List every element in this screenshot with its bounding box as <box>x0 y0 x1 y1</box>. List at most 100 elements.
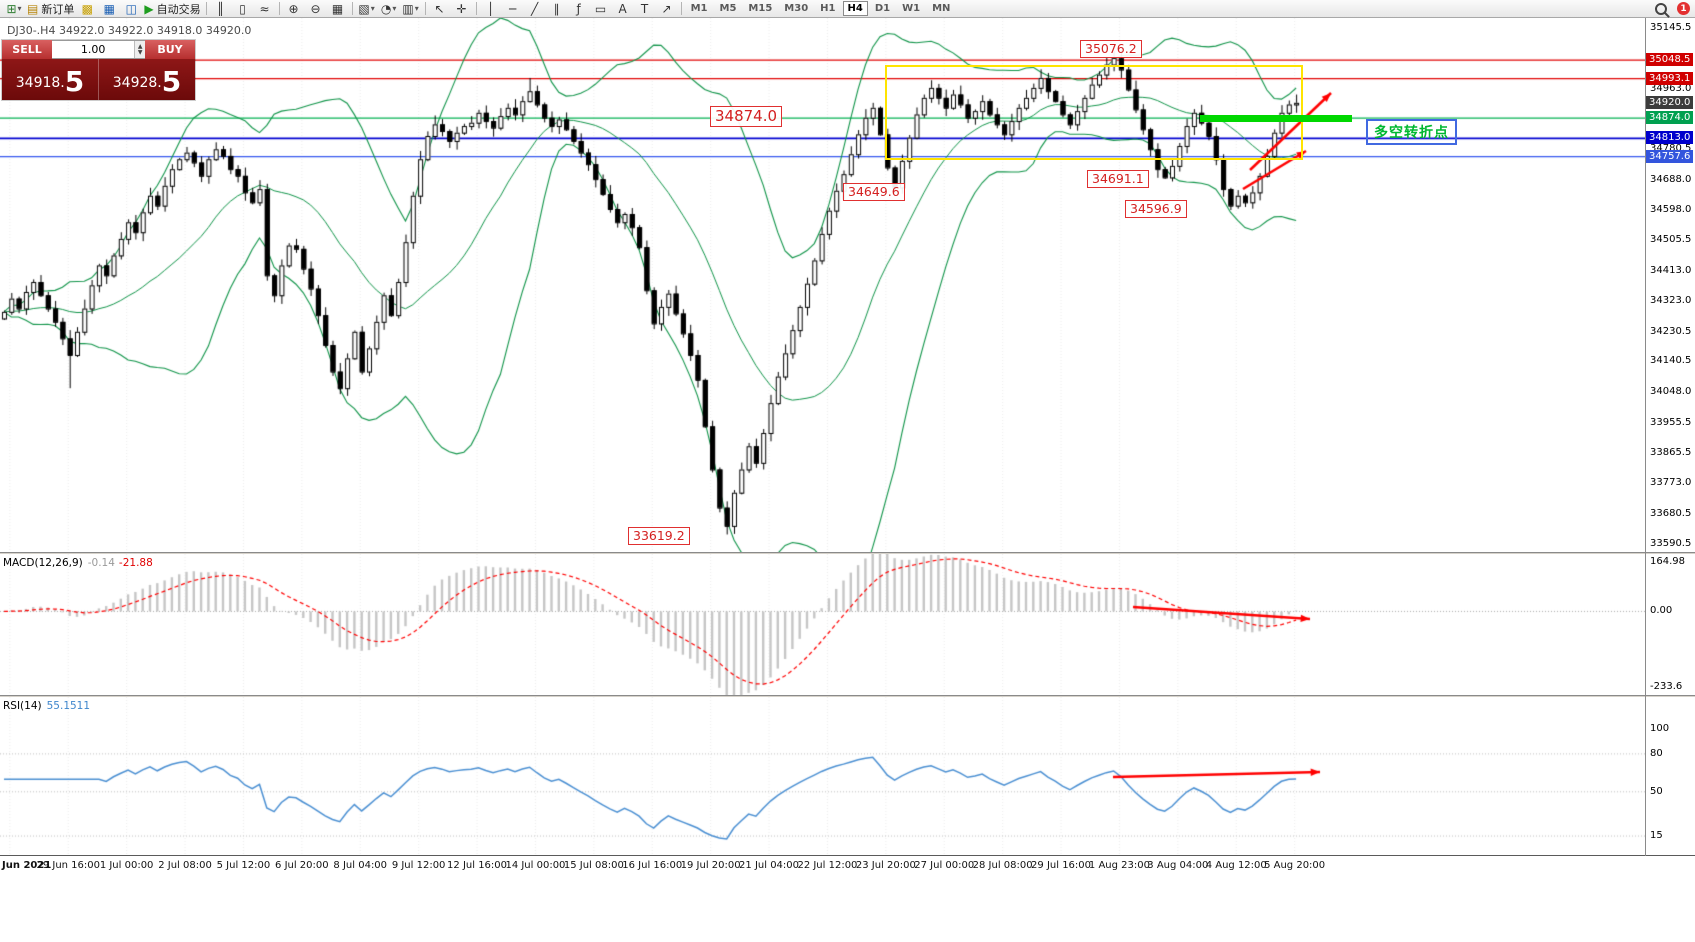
time-axis-label: 3 Aug 04:00 <box>1147 860 1209 871</box>
toolbar-separator <box>351 2 353 15</box>
price-annotation-34649.6[interactable]: 34649.6 <box>843 183 905 201</box>
tile-windows-button[interactable]: ▦ <box>327 1 349 17</box>
time-axis[interactable]: Jun 2021 29 Jun 16:00 1 Jul 00:00 2 Jul 08:… <box>0 856 1695 876</box>
price-tag-34813.0: 34813.0 <box>1646 131 1694 145</box>
toolbar-separator <box>278 2 280 15</box>
price-annotation-34874.0[interactable]: 34874.0 <box>710 106 783 127</box>
vertical-line-button[interactable]: │ <box>480 1 502 17</box>
label-button[interactable]: T <box>634 1 656 17</box>
toolbar-separator <box>424 2 426 15</box>
timeframe-mn-button[interactable]: MN <box>932 3 951 14</box>
turning-point-label[interactable]: 多空转折点 <box>1366 119 1457 145</box>
timeframe-m30-button[interactable]: M30 <box>784 3 809 14</box>
autotrade-button[interactable]: ▶ 自动交易 <box>142 1 202 17</box>
zoom-out-button[interactable]: ⊖ <box>305 1 327 17</box>
history-center-button[interactable]: ▩ <box>76 1 98 17</box>
time-axis-label: 2 Jul 08:00 <box>158 860 212 871</box>
new-chart-button-dropdown-icon[interactable]: ▾ <box>17 4 22 13</box>
notification-badge[interactable]: 1 <box>1677 2 1690 15</box>
price-annotation-34691.1[interactable]: 34691.1 <box>1087 170 1149 188</box>
price-tag-34757.6: 34757.6 <box>1646 149 1694 163</box>
buy-button[interactable]: BUY <box>145 40 195 59</box>
buy-price-main: 34928. <box>112 75 162 91</box>
timeframe-m15-button[interactable]: M15 <box>748 3 773 14</box>
price-divider <box>98 59 99 100</box>
grid-button-dropdown-icon[interactable]: ▾ <box>414 4 419 13</box>
new-chart-button[interactable]: ⊞ ▾ <box>3 1 25 17</box>
period-icon: ◔ <box>380 1 392 16</box>
zoom-in-button[interactable]: ⊕ <box>283 1 305 17</box>
sell-button[interactable]: SELL <box>2 40 52 59</box>
horizontal-line-button[interactable]: ─ <box>502 1 524 17</box>
candlestick-chart-button[interactable]: ▯ <box>232 1 254 17</box>
period-button[interactable]: ◔ ▾ <box>378 1 400 17</box>
timeframe-m5-button[interactable]: M5 <box>719 3 737 14</box>
time-axis-label: 23 Jul 20:00 <box>855 860 916 871</box>
text-button[interactable]: A <box>612 1 634 17</box>
timeframe-w1-button[interactable]: W1 <box>902 3 921 14</box>
timeframe-d1-button[interactable]: D1 <box>874 3 891 14</box>
spinner-up-icon[interactable]: ▲ <box>137 42 143 50</box>
macd-panel-canvas[interactable] <box>0 554 1645 695</box>
volume-input[interactable] <box>52 41 135 58</box>
panel-separator[interactable] <box>0 552 1695 554</box>
market-watch-button[interactable]: ▦ <box>98 1 120 17</box>
macd-scale-label: 0.00 <box>1650 605 1673 617</box>
bar-chart-button[interactable]: ║ <box>210 1 232 17</box>
price-axis-label: 33590.5 <box>1650 538 1692 549</box>
price-annotation-34596.9[interactable]: 34596.9 <box>1125 200 1187 218</box>
period-button-dropdown-icon[interactable]: ▾ <box>392 4 397 13</box>
buy-price[interactable]: 34928. 5 <box>99 59 195 100</box>
templates-button-dropdown-icon[interactable]: ▾ <box>370 4 375 13</box>
price-annotation-33619.2[interactable]: 33619.2 <box>628 527 690 545</box>
crosshair-button[interactable]: ✛ <box>451 1 473 17</box>
line-chart-button[interactable]: ≈ <box>254 1 276 17</box>
bar-chart-icon: ║ <box>216 1 225 16</box>
time-axis-label: 8 Jul 04:00 <box>333 860 388 871</box>
spinner-down-icon[interactable]: ▼ <box>137 48 143 56</box>
price-tag-34993.1: 34993.1 <box>1646 71 1694 85</box>
pivot-level-bar[interactable] <box>1200 115 1352 122</box>
panel-separator[interactable] <box>0 695 1695 697</box>
new-order-button[interactable]: ▤ 新订单 <box>25 1 76 17</box>
data-window-button[interactable]: ◫ <box>120 1 142 17</box>
price-axis-label: 33865.5 <box>1650 446 1692 458</box>
macd-name: MACD(12,26,9) <box>3 557 83 569</box>
time-axis-label: 22 Jul 12:00 <box>797 860 858 871</box>
main-chart-canvas[interactable] <box>0 18 1645 552</box>
toolbar: ⊞ ▾ ▤ 新订单 ▩ ▦ ◫ ▶ 自动交易 ║ ▯ ≈ ⊕ ⊖ ▦ ▧ ▾ ◔ ▾ ▥ ▾ ↖ ✛ │ ─ ╱ ∥ ƒ ▭ A T ↗ M1 M… <box>0 0 1695 18</box>
fibonacci-button[interactable]: ƒ <box>568 1 590 17</box>
shapes-button[interactable]: ▭ <box>590 1 612 17</box>
search-icon[interactable] <box>1655 2 1667 15</box>
volume-field-wrap: ▲▼ <box>52 40 145 59</box>
timeframe-m1-button[interactable]: M1 <box>690 3 708 14</box>
fibonacci-icon: ƒ <box>576 1 581 16</box>
volume-spinner[interactable]: ▲ ▼ <box>134 41 145 58</box>
new-order-button-label: 新订单 <box>41 2 75 16</box>
timeframe-h4-button[interactable]: H4 <box>842 1 868 16</box>
price-axis-label: 34413.0 <box>1650 265 1692 277</box>
horizontal-line-icon: ─ <box>508 1 517 16</box>
channel-button[interactable]: ∥ <box>546 1 568 17</box>
crosshair-icon: ✛ <box>456 1 467 16</box>
tile-windows-icon: ▦ <box>331 1 344 16</box>
time-axis-label: 1 Jul 00:00 <box>99 860 154 871</box>
timeframe-h1-button[interactable]: H1 <box>820 3 836 14</box>
toolbar-separator <box>205 2 207 15</box>
templates-button[interactable]: ▧ ▾ <box>356 1 378 17</box>
sell-price[interactable]: 34918. 5 <box>2 59 98 100</box>
trendline-button[interactable]: ╱ <box>524 1 546 17</box>
grid-button[interactable]: ▥ ▾ <box>400 1 422 17</box>
rsi-panel-canvas[interactable] <box>0 697 1645 855</box>
macd-indicator-label: MACD(12,26,9) -0.14 -21.88 <box>3 557 153 569</box>
consolidation-rectangle[interactable] <box>885 65 1303 160</box>
price-axis-label: 35145.5 <box>1650 22 1692 33</box>
text-icon: A <box>618 1 627 16</box>
time-axis-label: 5 Jul 12:00 <box>216 860 271 871</box>
vertical-line-icon: │ <box>486 1 495 16</box>
price-annotation-35076.2[interactable]: 35076.2 <box>1080 40 1142 58</box>
cursor-button[interactable]: ↖ <box>429 1 451 17</box>
arrows-button[interactable]: ↗ <box>656 1 678 17</box>
price-axis-label: 34230.5 <box>1650 325 1692 337</box>
